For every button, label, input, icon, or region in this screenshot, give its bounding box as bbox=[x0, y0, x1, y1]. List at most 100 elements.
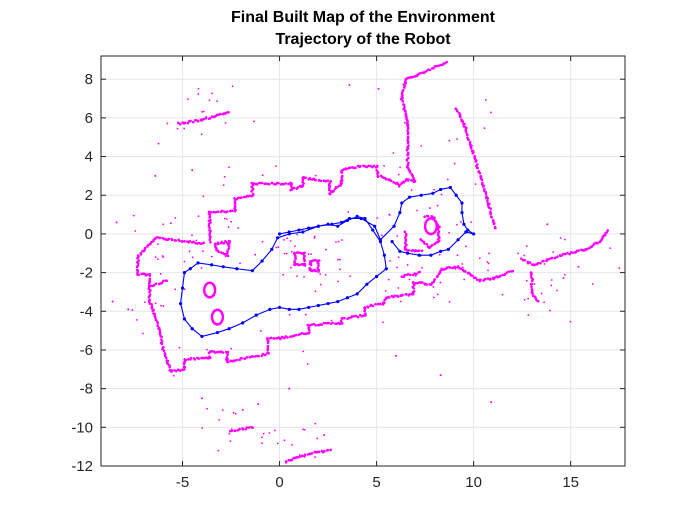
map-point bbox=[226, 353, 229, 356]
map-point bbox=[234, 412, 237, 415]
map-point bbox=[270, 181, 274, 185]
map-point bbox=[170, 369, 174, 372]
trajectory-point bbox=[439, 187, 443, 192]
map-point bbox=[183, 121, 187, 125]
map-point bbox=[227, 111, 230, 114]
map-point bbox=[410, 172, 413, 176]
trajectory-point bbox=[431, 191, 435, 195]
map-point bbox=[136, 262, 140, 265]
map-point bbox=[189, 356, 193, 360]
map-point bbox=[405, 248, 409, 252]
y-tick-label: -6 bbox=[80, 342, 93, 359]
map-point bbox=[437, 64, 440, 68]
map-point bbox=[156, 324, 159, 328]
map-point bbox=[156, 321, 160, 325]
map-point bbox=[156, 258, 159, 260]
map-point bbox=[423, 224, 427, 228]
map-point bbox=[328, 192, 331, 195]
map-point bbox=[166, 122, 169, 125]
map-point bbox=[591, 282, 594, 285]
map-point bbox=[245, 426, 249, 429]
trajectory-point bbox=[384, 267, 388, 271]
map-point bbox=[266, 344, 270, 348]
map-point bbox=[223, 217, 226, 220]
map-point bbox=[470, 221, 473, 224]
map-point bbox=[174, 239, 178, 242]
map-point bbox=[148, 274, 152, 277]
map-point bbox=[425, 283, 428, 286]
map-point bbox=[154, 256, 157, 258]
map-point bbox=[523, 254, 526, 257]
map-point bbox=[403, 230, 407, 234]
map-point bbox=[222, 184, 225, 187]
map-point bbox=[201, 427, 204, 429]
map-point bbox=[141, 249, 144, 253]
map-point bbox=[207, 224, 211, 228]
trajectory-point bbox=[417, 253, 421, 257]
map-point bbox=[546, 223, 549, 226]
y-tick-label: -10 bbox=[71, 419, 93, 436]
map-point bbox=[217, 250, 220, 253]
map-point bbox=[399, 300, 402, 303]
map-point bbox=[186, 98, 189, 100]
map-point bbox=[523, 298, 526, 301]
map-point bbox=[463, 278, 466, 281]
trajectory-point bbox=[270, 247, 274, 251]
map-point bbox=[232, 411, 235, 414]
trajectory-point bbox=[307, 226, 311, 230]
map-point bbox=[411, 285, 415, 289]
map-point bbox=[208, 214, 212, 218]
map-point bbox=[406, 129, 409, 132]
map-point bbox=[397, 185, 401, 188]
map-point bbox=[550, 256, 554, 260]
map-point bbox=[527, 297, 530, 300]
map-point bbox=[322, 321, 326, 325]
map-point bbox=[317, 450, 321, 454]
map-point bbox=[406, 264, 409, 266]
trajectory-point bbox=[180, 286, 185, 290]
map-point bbox=[568, 252, 571, 256]
map-point bbox=[308, 331, 311, 334]
map-point bbox=[389, 179, 393, 183]
map-point bbox=[250, 185, 254, 189]
map-point bbox=[251, 426, 254, 430]
map-point bbox=[209, 210, 213, 214]
map-point bbox=[406, 139, 409, 142]
map-point bbox=[226, 249, 229, 253]
map-point bbox=[266, 347, 270, 351]
map-point bbox=[374, 302, 377, 306]
map-point bbox=[505, 271, 509, 274]
map-point bbox=[303, 251, 306, 255]
map-point bbox=[216, 100, 219, 103]
map-point bbox=[260, 329, 262, 332]
map-point bbox=[200, 118, 203, 121]
map-point bbox=[432, 286, 435, 288]
map-point bbox=[564, 238, 566, 241]
map-point bbox=[228, 432, 231, 435]
map-point bbox=[339, 319, 343, 323]
map-point bbox=[213, 243, 217, 246]
map-point bbox=[217, 449, 220, 452]
map-point bbox=[160, 342, 164, 346]
map-point bbox=[407, 156, 410, 160]
map-point bbox=[131, 309, 134, 311]
map-point bbox=[374, 166, 378, 169]
map-point bbox=[306, 363, 309, 365]
map-point bbox=[261, 352, 265, 356]
map-point bbox=[213, 210, 217, 214]
map-point bbox=[492, 222, 496, 226]
y-tick-label: -4 bbox=[80, 303, 93, 320]
trajectory-point bbox=[400, 201, 404, 205]
map-point bbox=[186, 357, 190, 361]
map-point bbox=[303, 276, 305, 278]
map-point bbox=[394, 354, 397, 357]
map-point bbox=[520, 257, 523, 260]
map-point bbox=[127, 308, 130, 311]
map-point bbox=[202, 195, 205, 198]
map-point bbox=[257, 354, 260, 358]
map-point bbox=[420, 281, 424, 284]
map-point bbox=[178, 122, 182, 126]
map-point bbox=[257, 403, 260, 406]
map-point bbox=[174, 288, 177, 291]
map-point bbox=[314, 290, 317, 293]
